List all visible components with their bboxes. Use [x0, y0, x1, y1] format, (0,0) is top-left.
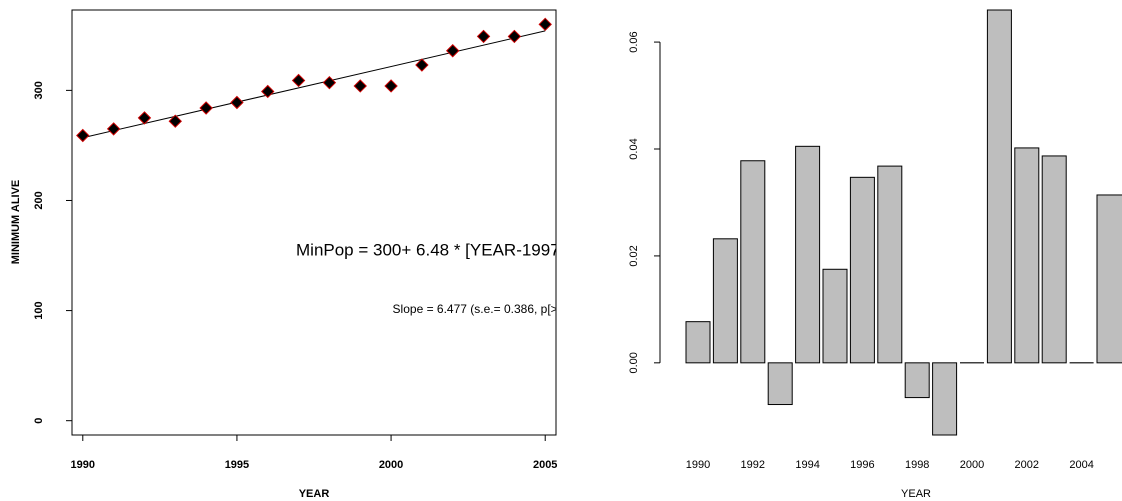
data-point: [415, 58, 429, 72]
y-tick-label: 0.04: [628, 138, 640, 159]
x-axis-label: YEAR: [901, 488, 931, 500]
data-point: [137, 111, 152, 125]
data-point: [199, 101, 213, 115]
bar: [822, 268, 848, 364]
data-point: [261, 84, 275, 99]
x-tick-label: 1990: [686, 459, 710, 471]
data-point: [384, 79, 398, 93]
x-tick-label: 1990: [71, 459, 95, 471]
x-tick-label: 2000: [379, 459, 403, 471]
y-tick-label: 0.02: [628, 245, 640, 266]
x-tick-label: 2002: [1015, 459, 1039, 471]
bar: [767, 362, 793, 406]
y-tick-label: 300: [33, 81, 45, 99]
x-tick-label: 2004: [1069, 459, 1093, 471]
bar: [795, 145, 821, 364]
data-point: [507, 29, 522, 44]
x-axis-label: YEAR: [299, 488, 330, 500]
bar: [1014, 147, 1040, 364]
x-tick-label: 1996: [850, 459, 874, 471]
bar: [1041, 155, 1067, 364]
data-point: [538, 17, 552, 32]
scatter-chart: 1990 1995 2000 2005 0 100 200 300 YEAR MINIMUM…: [10, 9, 606, 500]
data-points: [76, 17, 552, 143]
y-axis: 0 100 200 300: [33, 81, 73, 424]
y-tick-label: 0: [33, 418, 45, 424]
x-tick-labels: 1990 1992 1994 1996 1998 2000 2002 2004: [686, 459, 1094, 471]
y-tick-label: 200: [33, 191, 45, 209]
y-tick-label: 0.00: [628, 352, 640, 373]
data-point: [476, 29, 491, 44]
annotation: MinPop = 300+ 6.48 * [YEAR-1997.5]: [296, 241, 579, 260]
regression-line-group: [82, 30, 546, 139]
y-axis-label: MINIMUM ALIVE: [10, 180, 22, 265]
x-axis: 1990 1995 2000 2005: [71, 434, 557, 471]
y-tick-label: 100: [33, 301, 45, 319]
data-point: [353, 79, 367, 93]
plot-frame: [71, 9, 557, 436]
bar: [849, 176, 875, 364]
data-point: [168, 114, 182, 128]
data-point: [76, 128, 90, 143]
bar: [904, 362, 930, 399]
bar: [932, 362, 958, 436]
bar-partial: [1096, 194, 1122, 364]
x-tick-label: 1994: [795, 459, 819, 471]
bars: [685, 9, 1122, 436]
bar: [685, 321, 711, 364]
bar: [712, 238, 738, 364]
data-point: [230, 95, 244, 110]
bar: [986, 9, 1012, 364]
x-tick-label: 1998: [905, 459, 929, 471]
bar: [740, 160, 766, 364]
x-tick-label: 1992: [741, 459, 765, 471]
y-axis: 0.00 0.02 0.04 0.06: [628, 31, 661, 374]
annotations: MinPop = 300+ 6.48 * [YEAR-1997.5] Slope …: [296, 241, 606, 316]
bar: [877, 165, 903, 364]
bar-chart: 0.00 0.02 0.04 0.06 1990 1992 1994 1996 1998 200…: [628, 9, 1122, 500]
annotation: Slope = 6.477 (s.e.= 0.386, p[>t]<0.001): [393, 302, 606, 316]
regression-line: [82, 30, 546, 139]
data-point: [106, 122, 121, 136]
data-point: [322, 75, 337, 90]
x-tick-label: 2005: [533, 459, 557, 471]
y-tick-label: 0.06: [628, 31, 640, 52]
data-point: [446, 44, 460, 58]
x-tick-label: 2000: [960, 459, 984, 471]
x-tick-label: 1995: [225, 459, 249, 471]
data-point: [291, 73, 306, 88]
